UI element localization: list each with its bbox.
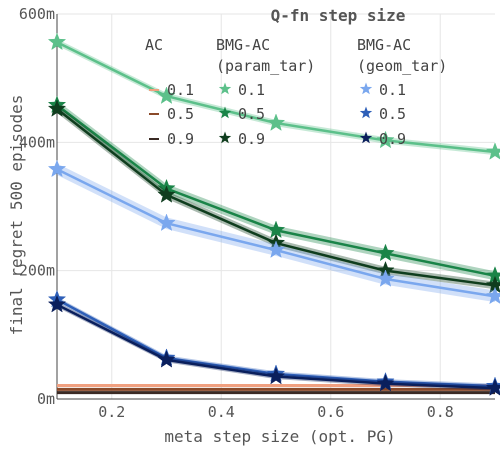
grid-lines: [57, 13, 495, 400]
series-layer: [47, 32, 500, 396]
legend-group-header: BMG-AC: [357, 36, 411, 54]
legend-swatch-star: [218, 82, 232, 95]
legend-entry-label: 0.1: [238, 81, 265, 99]
series-bmg-ac-param-tar--0.1: [47, 32, 500, 160]
y-tick-label: 400m: [19, 133, 55, 151]
y-tick-label: 0m: [37, 390, 55, 408]
data-point-star: [485, 286, 500, 305]
data-point-star: [376, 269, 395, 287]
legend-entry-label: 0.9: [167, 130, 194, 148]
data-point-star: [47, 294, 67, 313]
legend-group-header: (geom_tar): [357, 57, 447, 75]
legend-entry-label: 0.1: [379, 81, 406, 99]
data-point-star: [157, 86, 176, 104]
data-point-star: [47, 159, 67, 178]
y-tick-label: 600m: [19, 5, 55, 23]
x-tick-label: 0.2: [98, 403, 125, 421]
data-point-star: [485, 378, 500, 396]
data-point-star: [266, 113, 286, 131]
data-point-star: [376, 130, 395, 149]
data-point-star: [376, 373, 395, 392]
axes: [56, 14, 495, 400]
legend-group-header: AC: [145, 36, 163, 54]
error-band: [57, 302, 495, 391]
y-tick-label: 200m: [19, 262, 55, 280]
data-point-star: [376, 243, 395, 262]
legend: AC 0.1 0.5 0.9 BMG-AC (param_tar) 0.1 0.5 0.9 BMG…: [145, 36, 447, 148]
legend-swatch-star: [218, 131, 232, 144]
legend-group-header: (param_tar): [216, 57, 315, 75]
data-point-star: [266, 240, 286, 258]
legend-entry-label: 0.5: [238, 105, 265, 123]
legend-entry-label: 0.5: [167, 105, 194, 123]
legend-group-header: BMG-AC: [216, 36, 270, 54]
data-point-star: [485, 142, 500, 160]
tick-labels: 0.2 0.4 0.6 0.8 0m 200m 400m 600m: [19, 5, 454, 421]
y-axis-label: final regret 500 episodes: [7, 95, 26, 336]
series-bmg-ac-geom-tar--0.9: [47, 294, 500, 396]
data-point-star: [47, 99, 67, 117]
series-ac-0.5: [57, 387, 495, 391]
x-tick-label: 0.8: [427, 403, 454, 421]
x-tick-label: 0.6: [317, 403, 344, 421]
data-point-star: [266, 366, 286, 385]
legend-entry-label: 0.9: [379, 130, 406, 148]
series-bmg-ac-geom-tar--0.1: [47, 159, 500, 305]
data-point-star: [157, 185, 176, 203]
legend-title: Q-fn step size: [271, 6, 406, 25]
legend-swatch-star: [359, 82, 373, 95]
x-tick-label: 0.4: [208, 403, 235, 421]
legend-swatch-star: [359, 131, 373, 144]
legend-swatch-star: [218, 106, 232, 119]
legend-swatch-star: [359, 106, 373, 119]
x-axis-label: meta step size (opt. PG): [164, 427, 395, 446]
legend-entry-label: 0.5: [379, 105, 406, 123]
series-ac-0.9: [57, 391, 495, 395]
legend-entry-label: 0.1: [167, 81, 194, 99]
data-point-star: [47, 32, 67, 51]
data-point-star: [157, 213, 176, 232]
legend-entry-label: 0.9: [238, 130, 265, 148]
data-point-star: [157, 350, 176, 368]
